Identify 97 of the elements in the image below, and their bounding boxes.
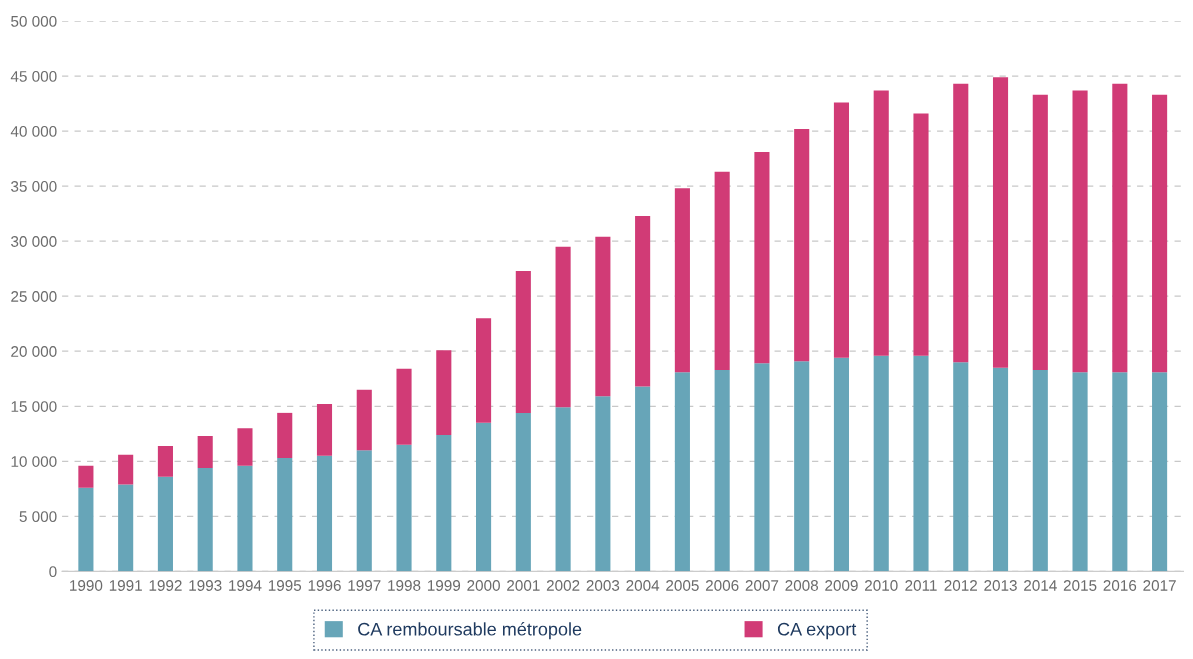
bar (78, 487, 94, 572)
bar (277, 412, 293, 458)
legend-label: CA remboursable métropole (358, 622, 582, 640)
y-tick-label: 10 000 (11, 456, 57, 467)
y-tick-label: 40 000 (10, 126, 57, 137)
bar (157, 445, 173, 477)
bar (356, 389, 372, 451)
bar (396, 368, 412, 445)
bar (197, 467, 213, 572)
bar (436, 434, 452, 572)
bar (754, 152, 770, 364)
bar (1152, 94, 1168, 373)
x-tick-label: 2010 (865, 580, 898, 591)
bar (515, 270, 531, 413)
y-tick-label: 5 000 (19, 511, 57, 523)
x-tick-label: 1993 (189, 580, 222, 591)
bar (833, 357, 850, 572)
bar (1072, 90, 1088, 373)
bar (1032, 94, 1048, 370)
x-tick-label: 2001 (507, 580, 540, 591)
bar (396, 444, 412, 572)
bar (277, 458, 293, 572)
x-tick-label: 1997 (348, 580, 381, 591)
x-tick-label: 1995 (268, 580, 302, 591)
x-tick-label: 2009 (825, 580, 858, 591)
bar (873, 355, 889, 572)
bar (436, 350, 452, 435)
x-tick-label: 2000 (467, 580, 500, 591)
x-tick-label: 2011 (905, 580, 937, 591)
x-tick-label: 2013 (984, 580, 1017, 591)
legend-label: CA export (777, 622, 857, 640)
bar (833, 102, 850, 358)
y-tick-label: 35 000 (11, 181, 57, 192)
bar (674, 372, 690, 572)
bar (873, 90, 889, 356)
bar (595, 236, 611, 397)
bar (1072, 372, 1088, 572)
bar (237, 428, 253, 466)
bar (953, 83, 969, 363)
bar (157, 476, 173, 572)
bar (118, 484, 134, 572)
bar (674, 188, 690, 373)
bar (595, 396, 611, 572)
x-tick-label: 2002 (546, 580, 580, 591)
x-tick-label: 2012 (944, 580, 977, 591)
y-tick-label: 20 000 (11, 346, 57, 357)
x-tick-label: 2007 (745, 580, 779, 591)
x-tick-label: 1990 (70, 580, 103, 591)
bar (1112, 372, 1128, 572)
y-tick-label: 0 (49, 566, 57, 578)
bar (316, 455, 333, 572)
bar (555, 407, 571, 572)
bar (118, 454, 134, 485)
y-tick-label: 25 000 (11, 291, 57, 302)
x-tick-label: 2005 (666, 580, 699, 591)
bar (476, 422, 492, 572)
y-tick-label: 30 000 (11, 236, 57, 247)
bar (714, 171, 730, 370)
x-tick-label: 2014 (1024, 580, 1057, 591)
x-tick-label: 2004 (626, 580, 660, 591)
bar (913, 113, 929, 356)
x-tick-label: 2003 (586, 580, 620, 591)
x-tick-label: 2017 (1143, 580, 1176, 591)
bar (78, 465, 94, 488)
bar (635, 386, 651, 572)
x-tick-label: 2008 (785, 580, 819, 591)
bar (754, 363, 770, 572)
y-tick-label: 15 000 (11, 401, 57, 412)
bar (555, 246, 571, 408)
bar (476, 318, 492, 423)
bar (794, 128, 810, 362)
x-tick-label: 2016 (1103, 580, 1137, 591)
bar (992, 367, 1009, 572)
x-tick-label: 1991 (109, 580, 142, 591)
y-tick-label: 45 000 (10, 70, 57, 82)
bar (1152, 372, 1168, 572)
bar (1112, 83, 1128, 373)
bar (237, 465, 253, 572)
x-tick-label: 1996 (308, 580, 341, 591)
bar (913, 355, 929, 572)
bar (316, 404, 333, 456)
x-tick-label: 1992 (149, 580, 182, 591)
x-tick-label: 1994 (229, 580, 262, 591)
x-tick-label: 2015 (1063, 580, 1097, 591)
x-tick-label: 2006 (705, 580, 739, 591)
bar (197, 435, 213, 468)
x-tick-label: 1998 (388, 580, 421, 591)
x-tick-label: 1999 (427, 580, 461, 591)
bar (515, 412, 531, 572)
bar (635, 215, 651, 387)
bar (714, 369, 730, 572)
bar (953, 362, 969, 572)
bar (1032, 369, 1048, 572)
y-tick-label: 50 000 (11, 15, 57, 27)
bar (992, 77, 1009, 368)
bar (356, 450, 372, 572)
bar (794, 361, 810, 572)
